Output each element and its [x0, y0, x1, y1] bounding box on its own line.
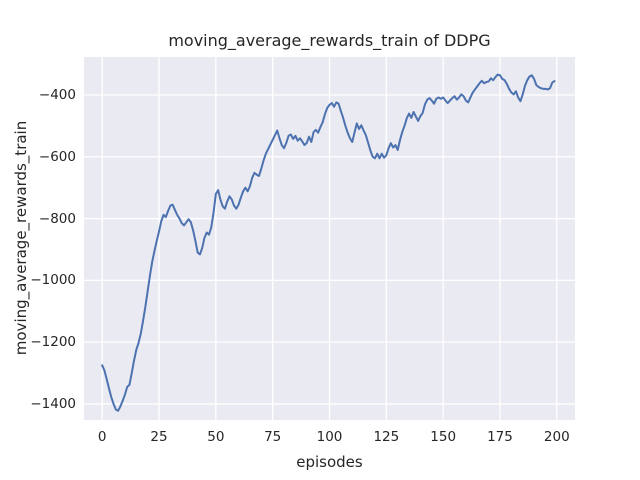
x-tick-label: 100	[316, 429, 343, 445]
x-tick-label: 175	[487, 429, 513, 445]
gridlines	[84, 57, 575, 420]
x-axis-label: episodes	[296, 453, 363, 471]
x-tick-label: 150	[430, 429, 457, 445]
y-tick-label: −600	[38, 148, 76, 165]
x-tick-label: 25	[150, 429, 168, 445]
x-tick-label: 200	[543, 429, 570, 445]
line-chart-canvas	[84, 57, 575, 420]
y-tick-label: −800	[38, 210, 76, 227]
y-tick-label: −1400	[30, 395, 76, 412]
series-line-group	[101, 73, 556, 412]
x-tick-label: 0	[97, 429, 107, 445]
plot-area	[84, 57, 575, 420]
y-tick-label: −1200	[30, 334, 76, 351]
chart-title: moving_average_rewards_train of DDPG	[168, 31, 491, 50]
x-tick-label: 50	[207, 429, 225, 445]
series-line-moving_average_rewards_train	[101, 73, 556, 412]
x-tick-label: 125	[373, 429, 400, 445]
y-tick-label: −1000	[30, 272, 76, 289]
y-axis-label: moving_average_rewards_train	[12, 120, 30, 356]
y-tick-label: −400	[38, 86, 76, 103]
x-tick-label: 75	[264, 429, 282, 445]
